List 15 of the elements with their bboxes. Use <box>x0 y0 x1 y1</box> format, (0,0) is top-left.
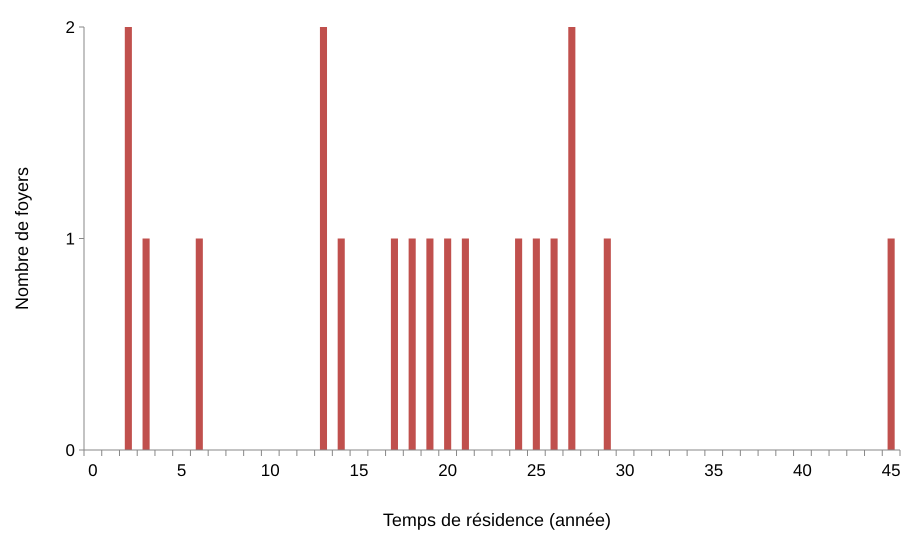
x-tick-label: 10 <box>260 461 280 480</box>
x-tick-label: 25 <box>526 461 546 480</box>
x-tick-label: 45 <box>882 461 901 480</box>
y-tick-label: 2 <box>66 18 75 37</box>
x-tick-label: 30 <box>616 461 635 480</box>
y-tick-label: 0 <box>66 440 75 460</box>
x-tick-label: 20 <box>438 461 458 480</box>
x-tick-label: 35 <box>704 461 724 480</box>
y-axis-title: Nombre de foyers <box>12 166 32 310</box>
x-tick-label: 40 <box>792 461 812 480</box>
x-tick-label: 5 <box>176 461 186 480</box>
x-tick-label: 15 <box>349 461 368 480</box>
x-axis-title: Temps de résidence (année) <box>382 510 612 530</box>
x-tick-label: 0 <box>88 461 98 480</box>
y-tick-label: 1 <box>66 229 75 248</box>
